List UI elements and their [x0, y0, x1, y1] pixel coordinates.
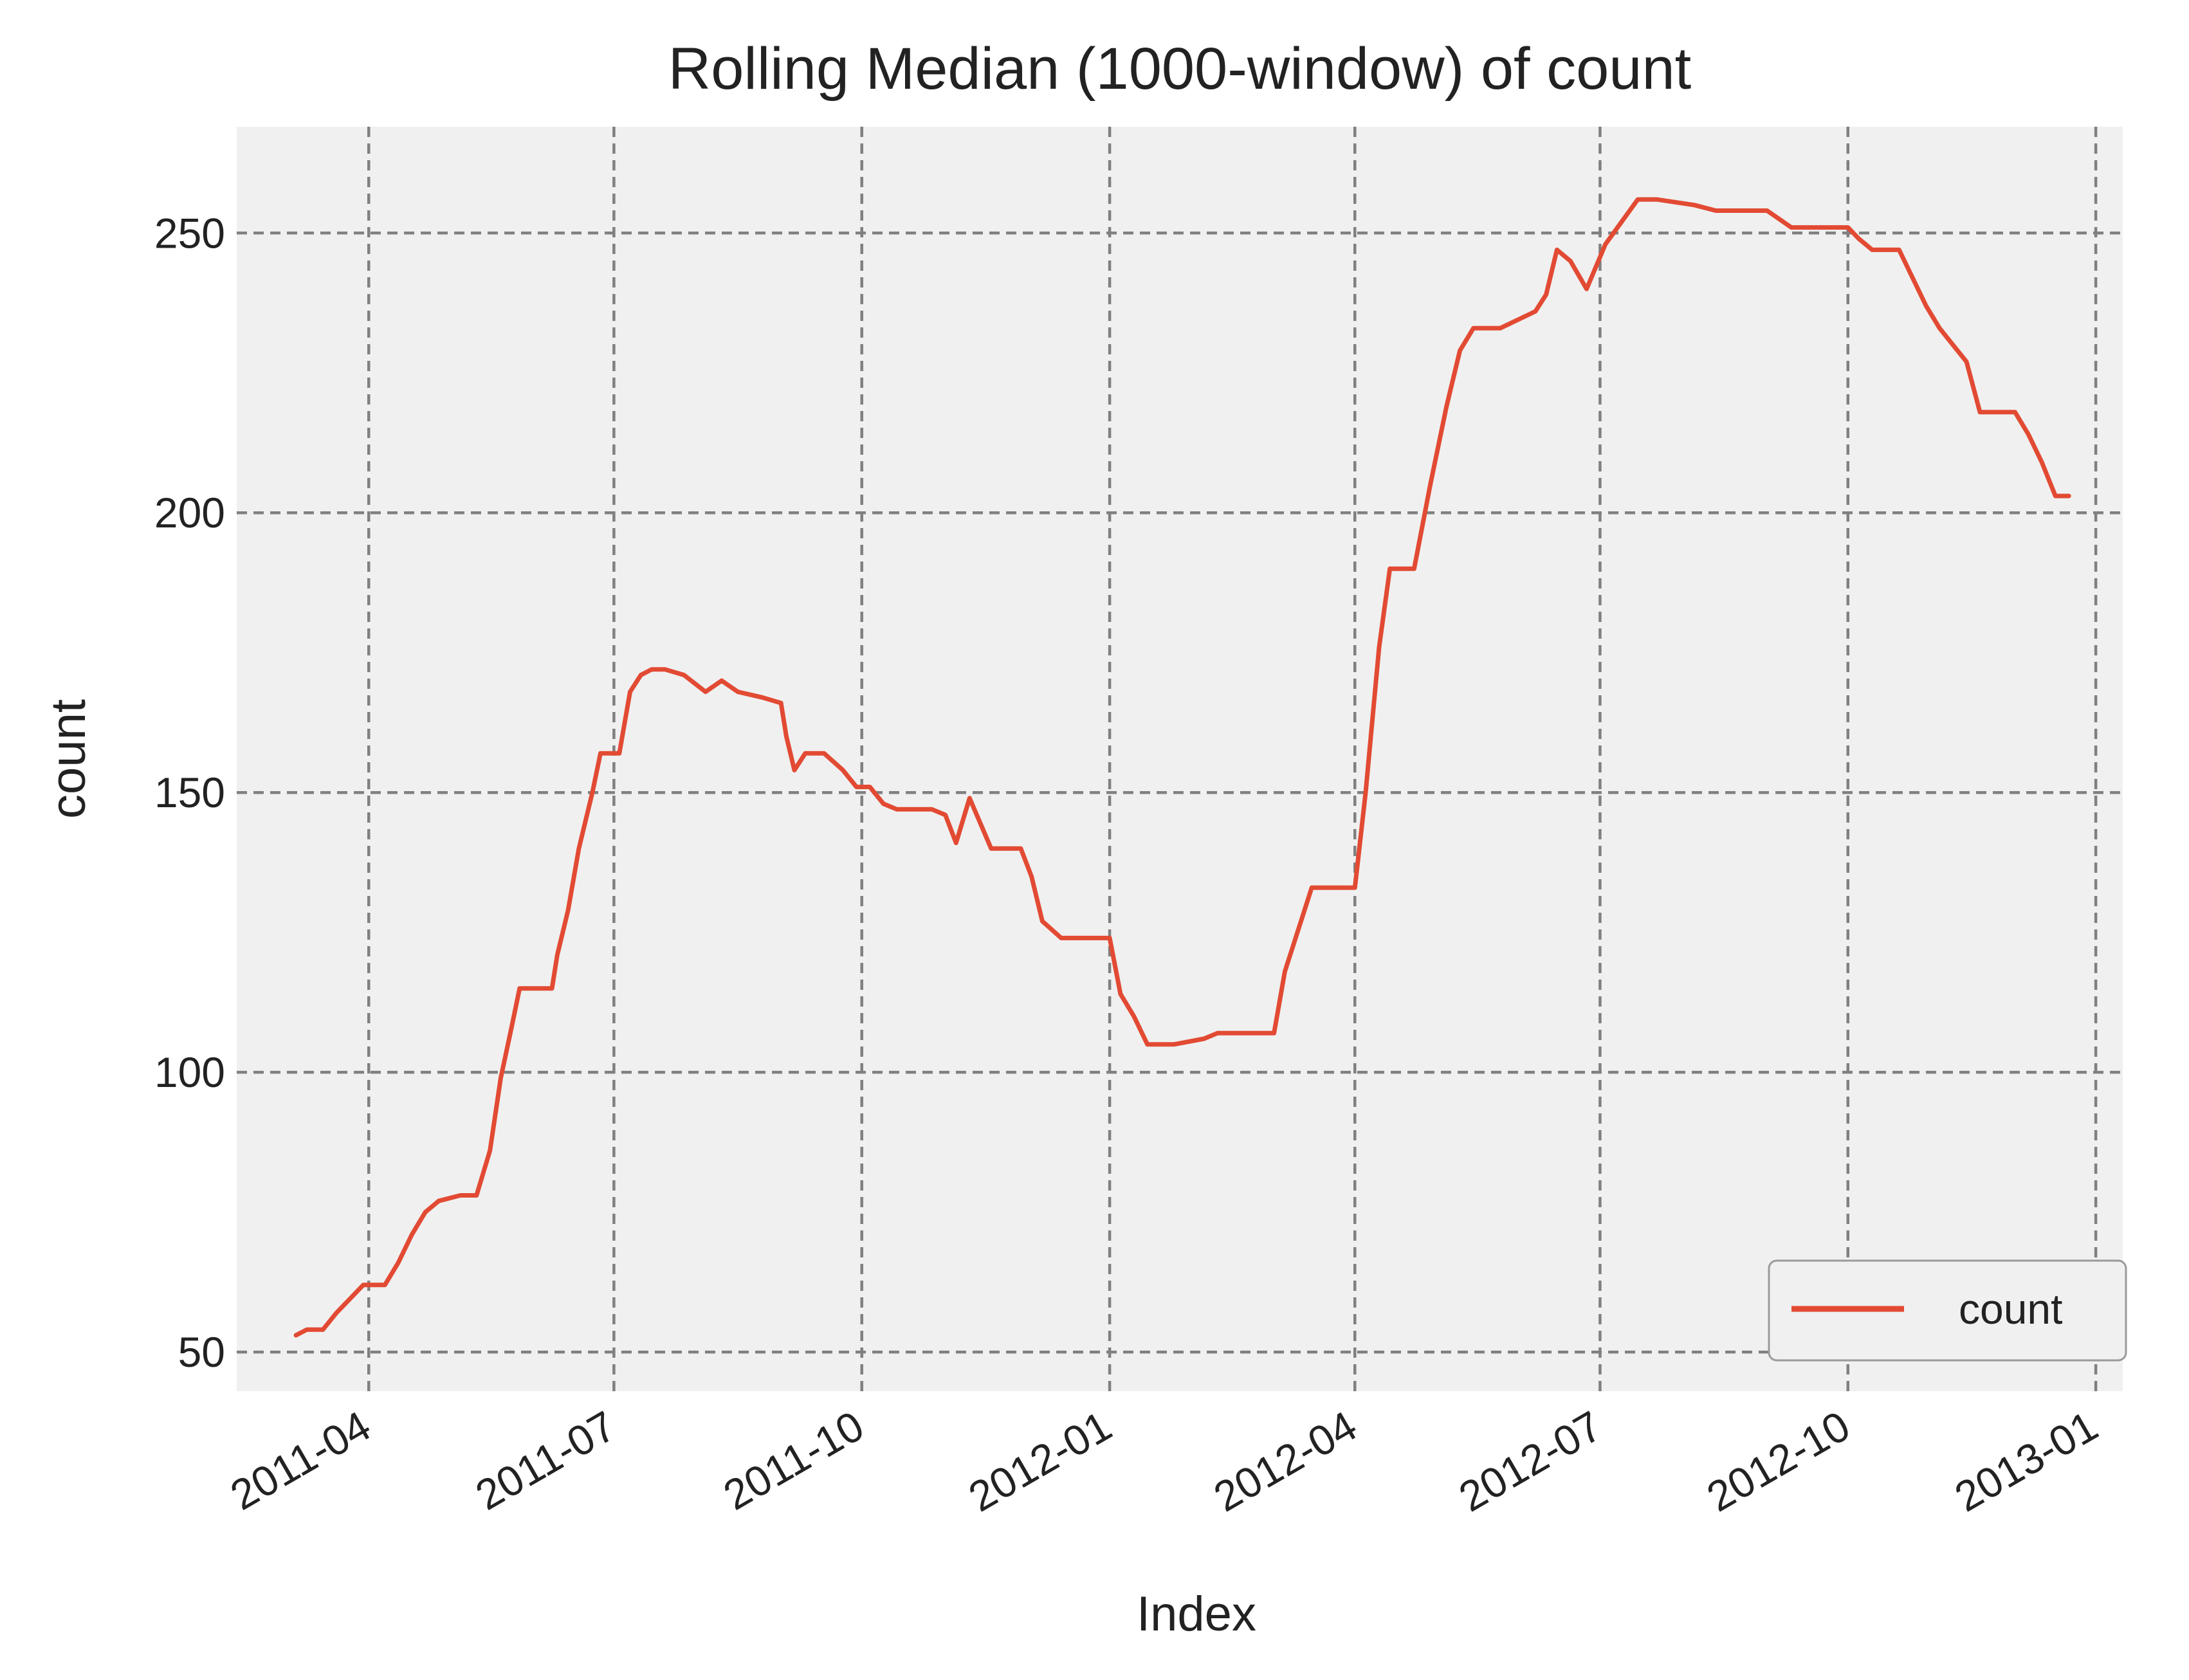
series-layer [293, 197, 2071, 1338]
y-tick-label: 250 [154, 209, 225, 257]
grid [237, 127, 2123, 1391]
series-line-count [293, 197, 2071, 1338]
legend: count [1768, 1259, 2127, 1362]
y-axis-label: count [41, 699, 96, 819]
x-axis-label: Index [1137, 1587, 1256, 1641]
legend-label-count: count [1959, 1285, 2062, 1333]
plot-area [237, 127, 2123, 1391]
y-tick-label: 50 [178, 1328, 225, 1376]
chart-title: Rolling Median (1000-window) of count [668, 36, 1691, 102]
legend-box [1768, 1259, 2127, 1362]
y-tick-label: 200 [154, 489, 225, 536]
y-axis-ticks: 50 100 150 200 250 [154, 209, 225, 1376]
y-tick-label: 150 [154, 769, 225, 816]
y-tick-label: 100 [154, 1048, 225, 1096]
